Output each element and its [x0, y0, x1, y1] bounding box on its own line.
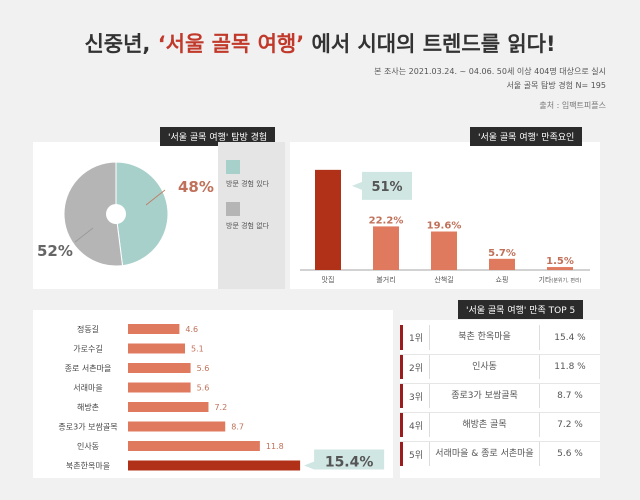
top5-panel: [400, 320, 600, 478]
title-suffix: 에서 시대의 트렌드를 읽다!: [304, 32, 556, 56]
pie-slice: [63, 161, 124, 267]
page-title: 신중년, ‘서울 골목 여행’ 에서 시대의 트렌드를 읽다!: [0, 28, 640, 58]
pie-leader-line: [74, 227, 94, 243]
legend-label: 방문 경험 있다: [226, 179, 270, 188]
place-cell: 북촌 한옥마을: [430, 325, 540, 350]
percent-cell: 11.8 %: [554, 362, 586, 372]
survey-note: 본 조사는 2021.03.24. ~ 04.06. 50세 이상 404명 대…: [374, 67, 606, 76]
district-bar-chart: 정동길 4.6 가로수길 5.1 종로 서촌마을 5.6 서래마을 5.6 해방촌 7.2 종로3가…: [58, 324, 385, 471]
bar: [315, 169, 341, 270]
rank-cell: 5위: [400, 442, 430, 466]
table-row: 4위 해방촌 골목 7.2 %: [400, 412, 600, 437]
category-label: 종로3가 보쌈골목: [58, 422, 117, 432]
bar-value-label: 19.6%: [427, 221, 462, 232]
bar: [128, 402, 209, 412]
table-row: 3위 종로3가 보쌈골목 8.7 %: [400, 383, 600, 408]
factor-panel-title: '서울 골목 여행' 만족요인: [470, 127, 583, 146]
source-note: 출처 : 임팩트피플스: [539, 101, 606, 110]
pie-slice: [115, 161, 169, 267]
top5-panel-title: '서울 골목 여행' 만족 TOP 5: [458, 300, 584, 319]
bar-value-label: 11.8: [266, 442, 284, 451]
bar: [128, 363, 191, 373]
bar-value-label: 7.2: [214, 403, 227, 412]
bar: [128, 421, 226, 432]
category-label: 해방촌: [77, 402, 99, 412]
category-label: 인사동: [77, 441, 99, 451]
percent-cell: 15.4 %: [554, 332, 586, 343]
category-label: 북촌한옥마을: [66, 462, 110, 471]
percent-cell: 8.7 %: [557, 391, 583, 401]
place-cell: 서래마을 & 종로 서촌마을: [430, 442, 540, 466]
category-label: 종로 서촌마을: [65, 364, 112, 373]
bar: [489, 258, 515, 270]
title-prefix: 신중년,: [84, 32, 158, 56]
value-callout: [304, 449, 385, 470]
pie-value-label: 52%: [37, 242, 73, 260]
bar-value-label: 51%: [371, 180, 402, 195]
percent-cell: 7.2 %: [557, 420, 583, 430]
value-callout: [352, 171, 412, 200]
percent-cell: 5.6 %: [557, 449, 583, 459]
title-highlight: ‘서울 골목 여행’: [157, 32, 305, 56]
bar: [547, 267, 573, 270]
bar: [128, 324, 180, 334]
bar-value-label: 5.6: [197, 384, 210, 393]
rank-cell: 2위: [400, 355, 430, 379]
rank-cell: 1위: [400, 325, 430, 350]
table-row: 2위 인사동 11.8 %: [400, 354, 600, 379]
place-cell: 인사동: [430, 355, 540, 379]
bar: [128, 343, 185, 354]
pie-leader-line: [145, 189, 166, 206]
category-label: 볼거리: [376, 275, 395, 284]
bar-value-label: 5.1: [191, 345, 204, 354]
bar-value-label: 4.6: [185, 325, 198, 334]
place-cell: 종로3가 보쌈골목: [430, 384, 540, 408]
rank-cell: 4위: [400, 413, 430, 437]
pie-panel-title: '서울 골목 여행' 탐방 경험: [160, 127, 276, 146]
bar-value-label: 15.4%: [325, 455, 374, 471]
bar: [373, 226, 399, 270]
rank-cell: 3위: [400, 384, 430, 408]
legend-label: 방문 경험 없다: [226, 221, 270, 230]
category-label: 기타(분위기, 편리): [539, 275, 582, 284]
place-cell: 해방촌 골목: [430, 413, 540, 437]
bar: [128, 441, 260, 451]
table-row: 5위 서래마을 & 종로 서촌마을 5.6 %: [400, 441, 600, 466]
bar: [431, 231, 457, 270]
legend-swatch: [226, 202, 240, 216]
table-row: 1위 북촌 한옥마을 15.4 %: [400, 325, 600, 350]
bar: [128, 460, 301, 471]
pie-value-label: 48%: [178, 178, 214, 196]
factor-bar-chart: 51% 맛집 22.2% 볼거리 19.6% 산책길 5.7% 쇼핑 1.5% 기타(분위기, 편…: [300, 169, 590, 284]
bar: [128, 382, 191, 393]
category-label: 정동길: [77, 324, 99, 334]
category-note: (분위기, 편리): [551, 277, 581, 284]
bar-value-label: 8.7: [231, 423, 244, 432]
category-label: 쇼핑: [496, 275, 509, 284]
bar-value-label: 5.7%: [488, 248, 516, 259]
pie-hole: [106, 204, 126, 224]
category-label: 서래마을: [73, 384, 102, 393]
bar-value-label: 22.2%: [369, 215, 404, 226]
category-label: 가로수길: [73, 345, 102, 354]
category-label: 산책길: [434, 275, 453, 284]
bar-value-label: 5.6: [197, 364, 210, 373]
sample-size-note: 서울 골목 탐방 경험 N= 195: [506, 81, 606, 90]
category-label: 맛집: [322, 275, 335, 284]
bar-value-label: 1.5%: [546, 256, 574, 267]
legend-swatch: [226, 160, 240, 174]
top5-table: 1위 북촌 한옥마을 15.4 % 2위 인사동 11.8 % 3위 종로3가 보쌈골목 8.7…: [400, 325, 600, 475]
